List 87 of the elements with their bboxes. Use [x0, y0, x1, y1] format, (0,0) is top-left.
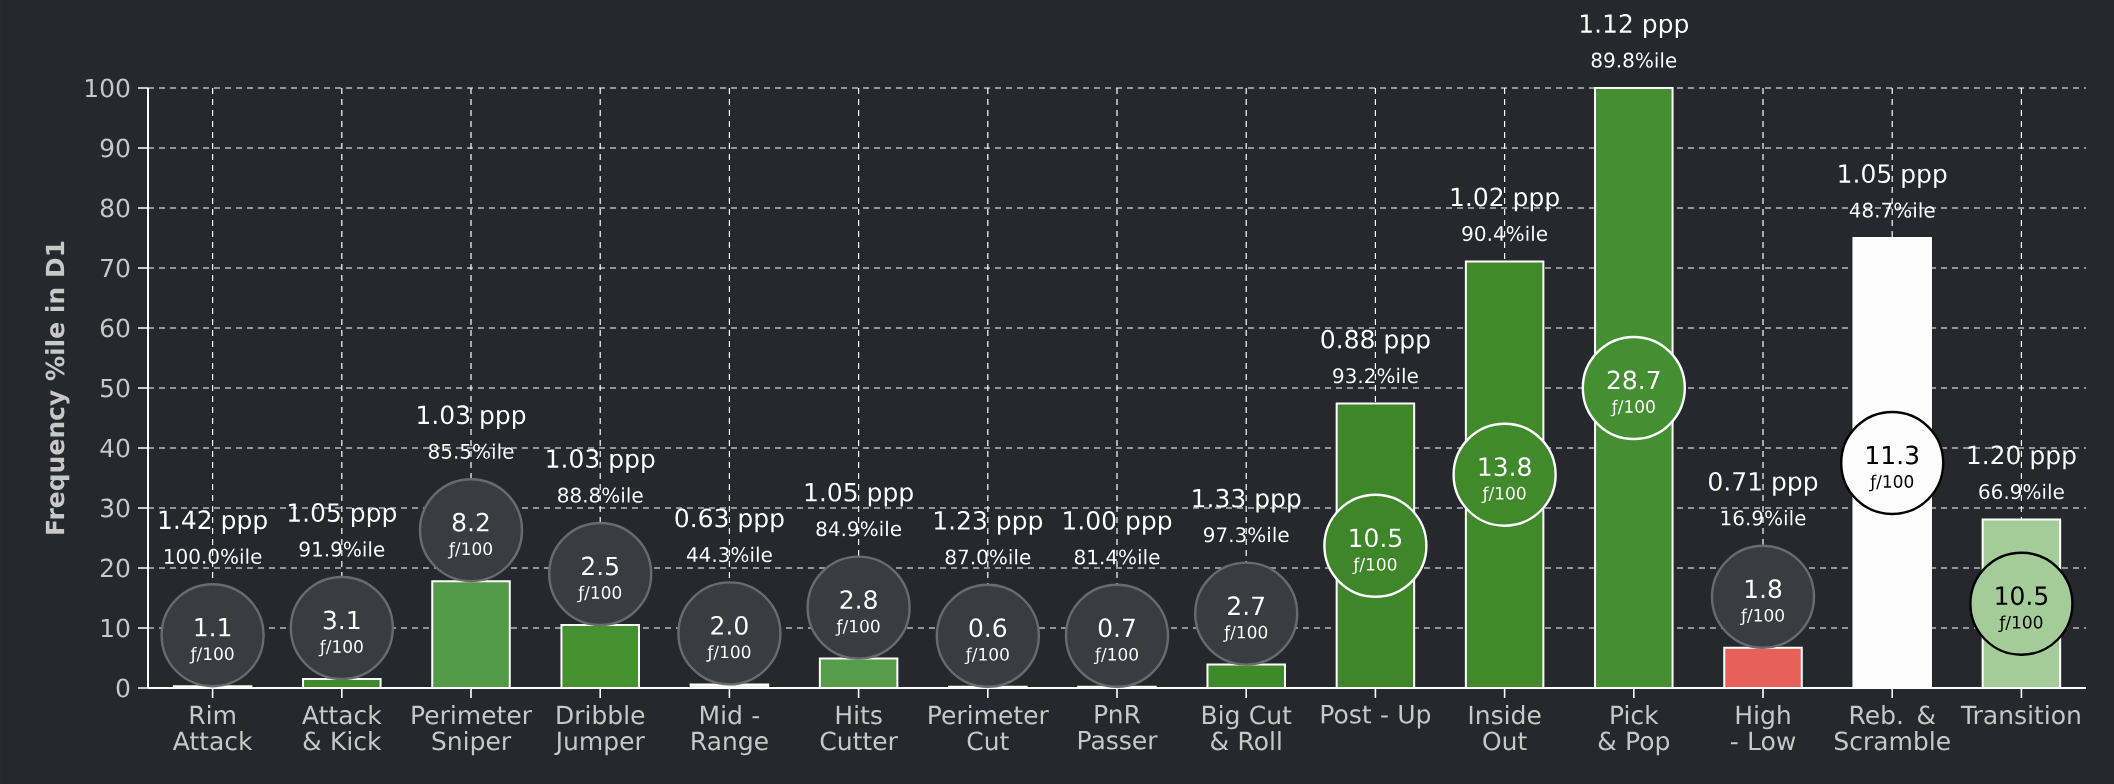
- annotation: ƒ/100: [1869, 474, 1914, 492]
- annotation: ƒ/100: [1352, 557, 1397, 575]
- annotation: 84.9%ile: [816, 520, 902, 537]
- annotation: ƒ/100: [1610, 399, 1655, 417]
- annotation: ƒ/100: [706, 645, 751, 662]
- annotation: 2.0: [711, 615, 748, 635]
- x-tick-label: Transition: [1960, 705, 2080, 725]
- annotation: 1.05 ppp: [288, 503, 397, 527]
- y-tick-label: 100: [85, 78, 130, 98]
- annotation: 81.4%ile: [1074, 549, 1160, 565]
- y-tick-label: 50: [101, 378, 130, 398]
- y-tick-label: 20: [100, 558, 130, 578]
- y-tick-label: 70: [101, 258, 130, 278]
- annotation: 1.1: [195, 618, 231, 637]
- annotation: 0.88 ppp: [1321, 329, 1430, 354]
- annotation: 66.9%ile: [1979, 483, 2064, 500]
- annotation: 88.8%ile: [558, 487, 643, 503]
- annotation: ƒ/100: [447, 541, 492, 559]
- x-tick-label: Perimeter Sniper: [412, 705, 533, 756]
- annotation: 93.2%ile: [1333, 367, 1418, 384]
- x-tick-label: Hits Cutter: [820, 705, 898, 751]
- text: 1.12 ppp: [1580, 14, 1689, 38]
- annotation: ƒ/100: [577, 585, 622, 603]
- annotation: 1.03 ppp: [547, 449, 655, 473]
- annotation: 100.0%ile: [164, 548, 262, 564]
- y-tick-label: 30: [101, 498, 130, 518]
- x-tick-label: High - Low: [1730, 705, 1796, 751]
- annotation: 0.63 ppp: [675, 508, 784, 533]
- annotation: 0.6: [969, 618, 1007, 638]
- x-tick-label: Post - Up: [1321, 705, 1431, 729]
- annotation: 87.0%ile: [945, 549, 1031, 565]
- annotation: 97.3%ile: [1203, 526, 1289, 543]
- x-tick-label: Attack & Kick: [302, 705, 382, 751]
- annotation: 2.7: [1228, 596, 1264, 615]
- y-tick-label: 10: [101, 618, 130, 638]
- x-tick-label: Dribble Jumper: [554, 705, 645, 756]
- annotation: 1.05 ppp: [805, 482, 913, 507]
- text: 89.8%ile: [1591, 52, 1677, 68]
- annotation: 10.5: [1996, 586, 2048, 606]
- annotation: 0.71 ppp: [1709, 471, 1818, 496]
- annotation: 1.05 ppp: [1839, 164, 1947, 188]
- annotation: 44.3%ile: [686, 546, 772, 563]
- annotation: ƒ/100: [964, 647, 1009, 665]
- y-tick-label: 0: [116, 678, 130, 698]
- annotation: 8.2: [452, 512, 489, 532]
- annotation: 1.42 ppp: [159, 510, 267, 535]
- x-tick-label: Inside Out: [1469, 705, 1541, 751]
- x-tick-label: Pick & Pop: [1598, 705, 1670, 756]
- annotation: 28.7: [1607, 370, 1660, 390]
- annotation: ƒ/100: [1739, 608, 1784, 626]
- x-tick-label: Rim Attack: [172, 705, 253, 751]
- annotation: 1.03 ppp: [418, 405, 526, 430]
- y-tick-label: 40: [100, 438, 130, 458]
- annotation: 2.8: [840, 590, 877, 610]
- y-axis-title: Frequency %ile in D1: [45, 241, 70, 534]
- annotation: 16.9%ile: [1721, 510, 1806, 526]
- annotation: ƒ/100: [318, 639, 363, 657]
- x-tick-label: PnR Passer: [1078, 705, 1158, 750]
- annotation: 1.20 ppp: [1968, 445, 2076, 470]
- annotation: 90.4%ile: [1462, 225, 1548, 242]
- y-tick-label: 60: [100, 318, 130, 338]
- x-tick-label: Reb. & Scramble: [1834, 705, 1950, 751]
- annotation: 2.5: [582, 556, 618, 576]
- annotation: 0.7: [1098, 618, 1135, 638]
- annotation: ƒ/100: [1093, 647, 1138, 665]
- y-tick-label: 90: [100, 138, 130, 158]
- x-tick-label: Perimeter Cut: [929, 705, 1049, 751]
- annotation: 48.7%ile: [1849, 202, 1935, 218]
- annotation: ƒ/100: [835, 619, 880, 636]
- annotation: 1.8: [1745, 579, 1782, 599]
- annotation: ƒ/100: [1998, 615, 2043, 632]
- annotation: 13.8: [1479, 457, 1531, 477]
- annotation: 10.5: [1350, 528, 1402, 548]
- annotation: ƒ/100: [1481, 486, 1526, 503]
- annotation: 1.02 ppp: [1451, 187, 1559, 212]
- annotation: ƒ/100: [1223, 625, 1268, 642]
- annotation: 11.3: [1867, 445, 1919, 465]
- x-tick-label: Big Cut & Roll: [1202, 705, 1292, 751]
- annotation: 1.33 ppp: [1193, 488, 1301, 513]
- annotation: 85.5%ile: [428, 443, 514, 459]
- annotation: 1.00 ppp: [1064, 510, 1172, 535]
- annotation: 91.9%ile: [299, 541, 385, 557]
- y-tick-label: 80: [100, 198, 130, 218]
- annotation: 3.1: [323, 610, 360, 630]
- x-tick-label: Mid - Range: [692, 705, 768, 756]
- annotation: ƒ/100: [189, 646, 234, 664]
- annotation: 1.23 ppp: [934, 510, 1043, 535]
